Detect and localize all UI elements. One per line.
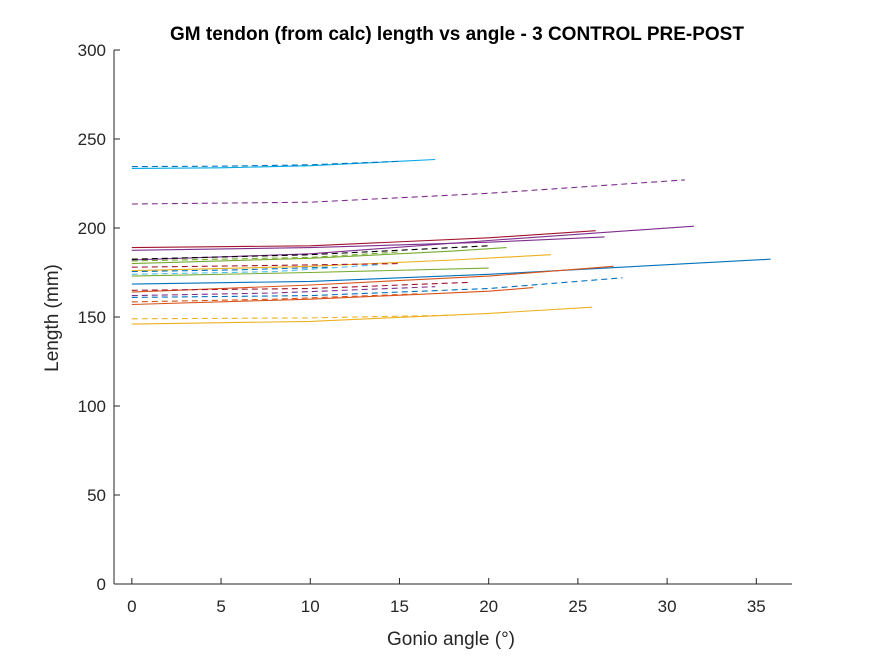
x-tick-label: 25: [568, 597, 587, 616]
y-tick-label: 150: [78, 308, 106, 327]
plot-area: 0 5 10 15 20 25 30 35 0 50 100 150 200 250 300: [78, 41, 792, 616]
y-tick-label: 0: [97, 575, 106, 594]
x-tick-label: 30: [658, 597, 677, 616]
y-tick-label: 200: [78, 219, 106, 238]
series-line-23: [131, 267, 489, 277]
series-line-3: [131, 179, 685, 205]
series-line-7: [131, 258, 771, 285]
series-line-20: [131, 286, 436, 297]
series-line-6: [131, 236, 605, 251]
series-line-14: [131, 247, 507, 265]
series-line-17: [131, 266, 329, 273]
x-axis-title: Gonio angle (°): [387, 629, 515, 650]
series-line-5: [131, 230, 596, 249]
series-line-11: [131, 306, 593, 325]
y-tick-label: 50: [87, 486, 106, 505]
series-line-2: [131, 160, 400, 168]
x-tick-label: 15: [390, 597, 409, 616]
series-line-22: [131, 293, 418, 303]
x-tick-label: 35: [747, 597, 766, 616]
y-tick-label: 100: [78, 397, 106, 416]
x-tick-label: 5: [216, 597, 225, 616]
x-tick-label: 10: [301, 597, 320, 616]
x-tick-label: 20: [479, 597, 498, 616]
series-line-21: [131, 281, 471, 291]
y-tick-label: 300: [78, 41, 106, 60]
series-line-18: [131, 263, 400, 268]
y-axis-title: Length (mm): [42, 264, 63, 372]
y-tick-label: 250: [78, 130, 106, 149]
series-line-9: [131, 287, 534, 306]
series-line-8: [131, 265, 614, 293]
chart-title: GM tendon (from calc) length vs angle - …: [170, 24, 744, 45]
series-line-10: [131, 277, 623, 298]
series-line-13: [131, 254, 552, 272]
x-tick-label: 0: [127, 597, 136, 616]
series-line-16: [131, 263, 382, 275]
series-line-4: [131, 225, 694, 261]
series-line-12: [131, 314, 454, 320]
